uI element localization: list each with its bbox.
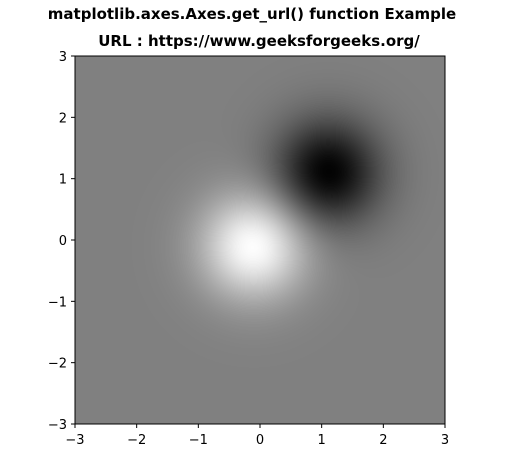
x-tick-label: −1: [189, 433, 208, 448]
y-tick-label: −3: [48, 418, 67, 433]
x-tick-label: 2: [379, 433, 387, 448]
heatmap-image: [75, 56, 445, 424]
y-axis: −3 −2 −1 0 1 2 3: [48, 50, 75, 433]
chart-title: matplotlib.axes.Axes.get_url() function …: [48, 5, 456, 23]
y-tick-label: 3: [59, 50, 67, 65]
y-tick-label: 1: [59, 173, 67, 188]
x-axis: −3 −2 −1 0 1 2 3: [65, 424, 449, 448]
x-tick-label: −3: [65, 433, 84, 448]
x-tick-label: 3: [441, 433, 449, 448]
y-tick-label: 2: [59, 111, 67, 126]
x-tick-label: 1: [318, 433, 326, 448]
y-tick-label: 0: [59, 234, 67, 249]
x-tick-label: 0: [256, 433, 264, 448]
chart-subtitle: URL : https://www.geeksforgeeks.org/: [98, 32, 420, 50]
y-tick-label: −1: [48, 295, 67, 310]
x-tick-label: −2: [127, 433, 146, 448]
y-tick-label: −2: [48, 357, 67, 372]
